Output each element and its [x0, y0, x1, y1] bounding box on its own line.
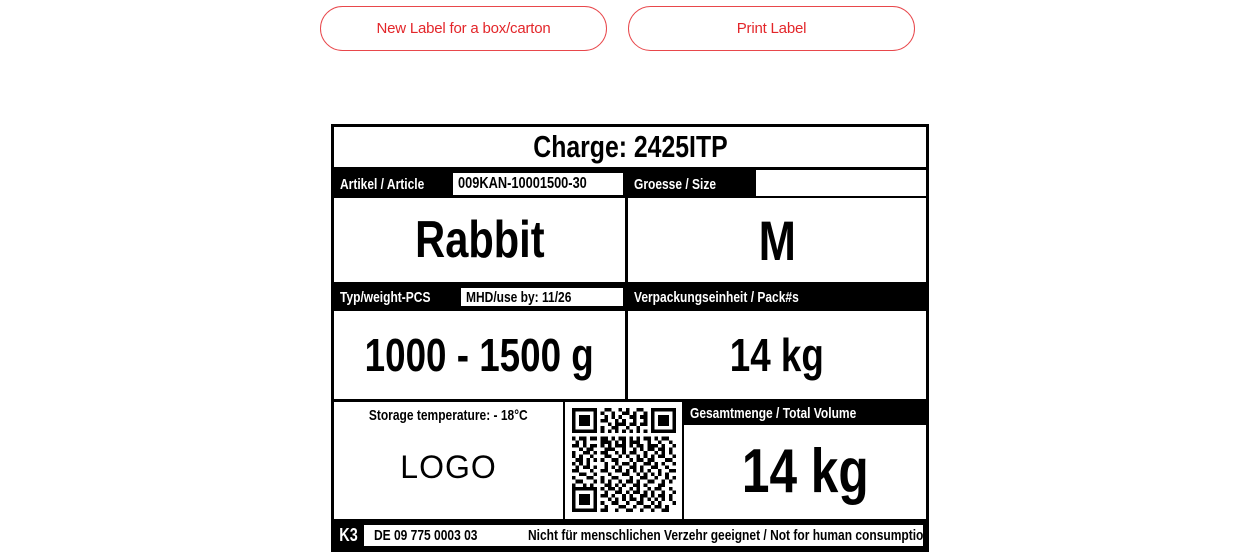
best-before-text: MHD/use by: 11/26	[466, 288, 572, 306]
total-volume-label-text: Gesamtmenge / Total Volume	[690, 404, 857, 422]
article-label-text: Artikel / Article	[340, 175, 425, 193]
type-pack-header-row: Typ/weight-PCS MHD/use by: 11/26 Verpack…	[334, 282, 926, 310]
weight-range-cell[interactable]: 1000 - 1500 g	[334, 309, 628, 399]
article-header-group: Artikel / Article 009KAN-10001500-30	[334, 170, 628, 196]
charge-row: Charge: 2425ITP	[334, 127, 926, 171]
label-toolbar: New Label for a box/carton Print Label	[0, 0, 1240, 60]
pack-value-text: 14 kg	[729, 328, 825, 381]
new-label-button-text: New Label for a box/carton	[376, 20, 551, 37]
footer-info-box: DE 09 775 0003 03 Nicht für menschlichen…	[362, 522, 925, 548]
article-size-header-row: Artikel / Article 009KAN-10001500-30 Gro…	[334, 170, 926, 196]
type-label-text: Typ/weight-PCS	[340, 288, 431, 306]
consumption-warning-text: Nicht für menschlichen Verzehr geeignet …	[527, 526, 925, 544]
type-label: Typ/weight-PCS	[334, 285, 460, 310]
pack-label: Verpackungseinheit / Pack#s	[628, 285, 926, 310]
logo-placeholder: LOGO	[400, 448, 497, 485]
qr-code-icon	[571, 408, 676, 513]
print-label-button-text: Print Label	[736, 20, 807, 37]
total-volume-value-box[interactable]: 14 kg	[684, 425, 926, 519]
registration-number-text: DE 09 775 0003 03	[374, 526, 478, 544]
size-label-text: Groesse / Size	[634, 175, 717, 193]
article-value-box[interactable]: 009KAN-10001500-30	[450, 171, 625, 196]
weight-range-text: 1000 - 1500 g	[364, 328, 595, 381]
article-label: Artikel / Article	[334, 170, 451, 196]
k3-badge: K3	[334, 521, 363, 549]
qr-code-cell	[565, 401, 684, 519]
storage-temperature-text: Storage temperature: - 18°C	[369, 406, 528, 424]
total-volume-cell: Gesamtmenge / Total Volume 14 kg	[684, 401, 926, 519]
weight-pack-row: 1000 - 1500 g 14 kg	[334, 309, 926, 399]
product-name-text: Rabbit	[414, 211, 545, 270]
k3-badge-text: K3	[339, 524, 358, 545]
article-value-text: 009KAN-10001500-30	[457, 175, 587, 193]
product-name-cell[interactable]: Rabbit	[334, 195, 628, 283]
size-value-cell[interactable]: M	[628, 195, 926, 283]
size-header-group: Groesse / Size	[628, 170, 926, 196]
pack-label-text: Verpackungseinheit / Pack#s	[634, 288, 799, 306]
new-label-button[interactable]: New Label for a box/carton	[320, 6, 607, 51]
pack-value-cell[interactable]: 14 kg	[628, 309, 926, 398]
product-size-row: Rabbit M	[334, 195, 926, 283]
storage-qr-total-row: Storage temperature: - 18°C LOGO	[334, 398, 926, 519]
best-before-box[interactable]: MHD/use by: 11/26	[459, 286, 625, 309]
total-volume-value-text: 14 kg	[741, 437, 869, 507]
size-value-text: M	[758, 208, 796, 272]
label-footer-row: K3 DE 09 775 0003 03 Nicht für menschlic…	[334, 518, 926, 549]
product-label-card: Charge: 2425ITP Artikel / Article 009KAN…	[331, 124, 929, 552]
storage-cell: Storage temperature: - 18°C LOGO	[334, 401, 565, 519]
charge-value: Charge: 2425ITP	[532, 129, 728, 165]
print-label-button[interactable]: Print Label	[628, 6, 915, 51]
total-volume-label: Gesamtmenge / Total Volume	[684, 401, 926, 425]
type-header-group: Typ/weight-PCS MHD/use by: 11/26	[334, 285, 628, 310]
size-label: Groesse / Size	[628, 170, 756, 196]
